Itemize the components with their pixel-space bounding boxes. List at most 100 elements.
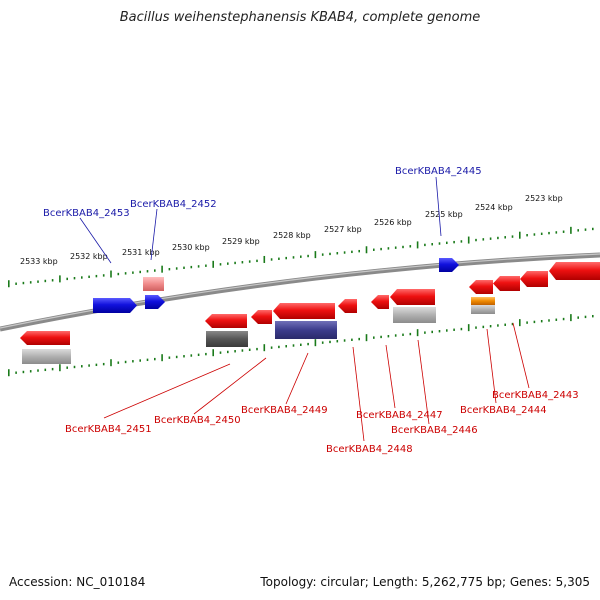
major-tick: [161, 265, 163, 273]
gene-label: BcerKBAB4_2447: [356, 410, 443, 421]
leader-line: [512, 322, 530, 389]
minor-tick: [132, 271, 134, 274]
minor-tick: [154, 269, 156, 272]
minor-tick: [168, 267, 171, 271]
minor-tick: [409, 245, 412, 248]
minor-tick: [248, 348, 251, 352]
minor-tick: [190, 354, 193, 357]
major-tick: [570, 226, 572, 234]
minor-tick: [453, 328, 455, 331]
grey-block: [471, 305, 495, 314]
minor-tick: [307, 254, 309, 258]
minor-tick: [351, 338, 353, 341]
cds-arrow: [20, 331, 70, 345]
major-tick: [416, 241, 419, 249]
rna-arrow: [439, 258, 459, 272]
minor-tick: [197, 353, 200, 357]
minor-tick: [540, 232, 543, 236]
minor-tick: [504, 236, 506, 239]
major-tick: [161, 354, 163, 362]
minor-tick: [373, 336, 375, 339]
minor-tick: [446, 241, 448, 245]
gene-label: BcerKBAB4_2445: [395, 166, 482, 177]
minor-tick: [175, 355, 178, 359]
genome-backbone: [0, 252, 600, 332]
minor-tick: [497, 236, 499, 240]
tick-label: 2526 kbp: [374, 218, 412, 227]
minor-tick: [66, 366, 68, 369]
minor-tick: [540, 319, 543, 323]
minor-tick: [329, 252, 331, 256]
major-tick: [212, 260, 214, 268]
minor-tick: [37, 280, 39, 283]
cds-arrow: [273, 303, 335, 319]
minor-tick: [438, 242, 441, 245]
minor-tick: [577, 229, 579, 232]
minor-tick: [380, 335, 382, 339]
navy-block: [275, 321, 337, 339]
minor-tick: [343, 251, 346, 254]
minor-tick: [285, 256, 287, 260]
minor-tick: [66, 277, 68, 281]
minor-tick: [219, 351, 222, 354]
minor-tick: [219, 263, 222, 266]
minor-tick: [475, 326, 477, 329]
minor-tick: [197, 265, 200, 268]
major-tick: [467, 324, 470, 332]
minor-tick: [526, 321, 528, 324]
tick-label: 2530 kbp: [172, 243, 210, 252]
minor-tick: [336, 252, 339, 255]
minor-tick: [438, 330, 441, 333]
minor-tick: [270, 346, 273, 349]
cds-arrow: [390, 289, 435, 305]
gene-label: BcerKBAB4_2448: [326, 444, 413, 455]
minor-tick: [402, 333, 404, 336]
gene-label: BcerKBAB4_2451: [65, 424, 152, 435]
minor-tick: [431, 330, 433, 334]
minor-tick: [117, 272, 120, 276]
grey-block: [393, 307, 436, 323]
minor-tick: [102, 362, 105, 366]
leader-line: [352, 346, 365, 442]
tick-label: 2523 kbp: [525, 194, 563, 203]
minor-tick: [446, 329, 448, 332]
minor-tick: [22, 370, 25, 374]
minor-tick: [139, 270, 141, 274]
leader-line: [285, 352, 309, 405]
minor-tick: [424, 243, 426, 247]
minor-tick: [373, 248, 375, 251]
minor-tick: [489, 237, 492, 240]
tick-label: 2527 kbp: [324, 225, 362, 234]
major-tick: [365, 334, 368, 342]
rna-arrow: [145, 295, 165, 309]
minor-tick: [511, 322, 514, 326]
minor-tick: [234, 261, 236, 265]
tick-label: 2531 kbp: [122, 248, 160, 257]
tick-label: 2528 kbp: [273, 231, 311, 240]
cds-arrow: [520, 271, 548, 287]
minor-tick: [497, 324, 499, 327]
major-tick: [8, 369, 10, 377]
minor-tick: [81, 365, 83, 368]
major-tick: [416, 329, 419, 337]
gene-label: BcerKBAB4_2443: [492, 390, 579, 401]
gene-features: [20, 258, 600, 364]
minor-tick: [577, 316, 579, 319]
major-tick: [59, 275, 61, 283]
cds-arrow: [251, 310, 272, 324]
major-tick: [110, 359, 112, 367]
minor-tick: [533, 320, 536, 324]
minor-tick: [102, 274, 105, 277]
minor-tick: [205, 264, 207, 267]
tick-label: 2524 kbp: [475, 203, 513, 212]
minor-tick: [285, 345, 287, 348]
minor-tick: [256, 259, 258, 263]
map-title: Bacillus weihenstephanensis KBAB4, compl…: [119, 10, 481, 25]
minor-tick: [15, 282, 17, 285]
major-tick: [110, 270, 112, 278]
minor-tick: [95, 274, 98, 278]
tick-scale-bottom: [8, 314, 594, 377]
minor-tick: [270, 258, 273, 261]
tick-label: 2533 kbp: [20, 257, 58, 266]
